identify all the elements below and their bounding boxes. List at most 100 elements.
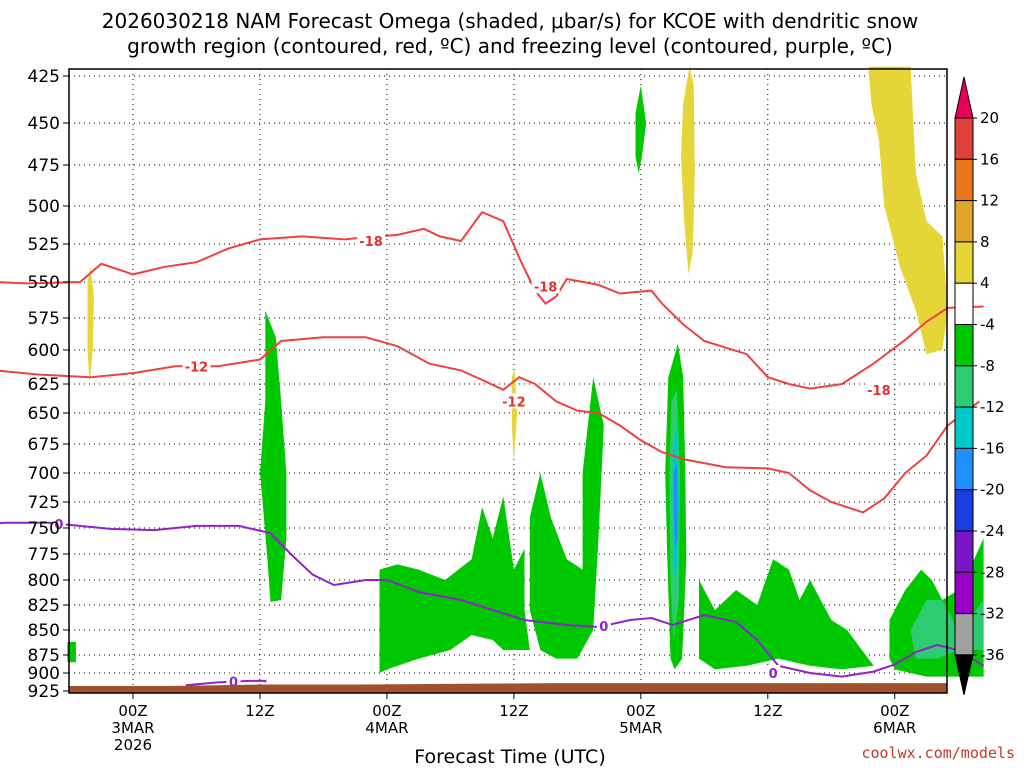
freezing-contour-label: 0	[229, 676, 238, 691]
colorbar-label: 20	[980, 109, 999, 127]
y-tick-label: 625	[28, 375, 60, 395]
freezing-contour-label: 0	[769, 667, 778, 682]
dgz-label-bg	[499, 393, 528, 409]
colorbar-bin	[954, 158, 974, 202]
colorbar-label: -32	[980, 605, 1005, 623]
omega-shading	[67, 66, 984, 677]
colorbar-label: -24	[980, 522, 1005, 540]
omega-region-ascent-core-5	[673, 461, 678, 549]
colorbar-label: 12	[980, 192, 999, 210]
plot-frame	[68, 68, 948, 694]
freezing-label-bg	[596, 618, 611, 633]
x-tick-label: 12Z	[753, 702, 782, 720]
y-tick-label: 825	[28, 596, 60, 616]
colorbar-bin	[954, 282, 974, 326]
dgz-contour-line	[0, 336, 981, 514]
x-tick-label: 00Z	[118, 702, 147, 720]
x-tick-label: 12Z	[245, 702, 274, 720]
x-tick-label: 4MAR	[365, 719, 408, 737]
chart-title-line-2: growth region (contoured, red, ºC) and f…	[127, 34, 893, 58]
y-tick-label: 900	[28, 664, 60, 684]
omega-region-descent-b	[511, 370, 518, 462]
terrain-fill	[69, 683, 947, 693]
x-tick-label: 00Z	[372, 702, 401, 720]
x-tick-label: 12Z	[499, 702, 528, 720]
dgz-contour-line	[0, 210, 984, 390]
dgz-contours: -18 -18 -12 -12 -18	[0, 210, 984, 514]
y-tick-label: 725	[28, 493, 60, 513]
dgz-contour-label: -18	[867, 384, 891, 399]
y-tick-label: 850	[28, 621, 60, 641]
colorbar-bin	[954, 613, 974, 656]
colorbar-label: -4	[980, 316, 995, 334]
x-tick-label: 6MAR	[873, 719, 916, 737]
dgz-label-bg	[357, 232, 386, 248]
colorbar-label: -16	[980, 439, 1005, 457]
dgz-contour-label: -12	[502, 395, 526, 410]
colorbar-bin	[954, 241, 974, 284]
colorbar-bin	[954, 571, 974, 615]
omega-region-ascent-small-2	[635, 85, 647, 174]
colorbar-bin	[954, 489, 974, 532]
omega-region-descent-a	[87, 266, 94, 384]
colorbar-label: -12	[980, 398, 1005, 416]
omega-region-ascent-band-c	[529, 377, 604, 659]
y-tick-label: 675	[28, 435, 60, 455]
omega-region-descent-d	[868, 66, 948, 355]
colorbar-bin	[954, 406, 974, 449]
y-tick-label: 500	[28, 197, 60, 217]
x-tick-label: 5MAR	[619, 719, 662, 737]
freezing-contours: 0 0 0 0	[0, 515, 985, 691]
y-tick-label: 875	[28, 646, 60, 666]
y-tick-label: 425	[28, 67, 60, 87]
dgz-label-bg	[864, 381, 893, 397]
freezing-contour-line	[185, 679, 267, 687]
x-tick-label: 00Z	[880, 702, 909, 720]
terrain	[69, 683, 947, 693]
y-tick-label: 775	[28, 545, 60, 565]
dgz-label-bg	[182, 358, 211, 374]
y-tick-label: 650	[28, 404, 60, 424]
colorbar-bin	[954, 447, 974, 491]
x-axis-label: Forecast Time (UTC)	[414, 746, 605, 768]
dgz-label-bg	[531, 278, 560, 294]
y-tick-label: 800	[28, 571, 60, 591]
y-tick-label: 450	[28, 114, 60, 134]
dgz-contour-label: -18	[534, 280, 558, 295]
dgz-contour-label: -12	[185, 360, 209, 375]
colorbar: 20 16 12 8 4 -4 -8 -12 -16 -20 -24 -28 -32 -36	[954, 76, 1005, 696]
dgz-contour-label: -18	[359, 235, 383, 250]
omega-region-ascent-band-a	[260, 310, 287, 602]
colorbar-bin	[954, 200, 974, 243]
omega-region-ascent-band-e	[699, 559, 874, 670]
chart-title-line-1: 2026030218 NAM Forecast Omega (shaded, μ…	[102, 9, 918, 33]
freezing-contour-line	[0, 521, 985, 678]
colorbar-label: -20	[980, 481, 1005, 499]
x-tick-label: 00Z	[626, 702, 655, 720]
colorbar-bin	[954, 324, 974, 367]
x-tick-label: 2026	[114, 736, 152, 754]
y-tick-label: 525	[28, 235, 60, 255]
y-axis: 425 450 475 500 525 550 575 600 625 650 675 700 725 7…	[28, 67, 69, 702]
x-tick-label: 3MAR	[111, 719, 154, 737]
y-tick-label: 600	[28, 341, 60, 361]
freezing-label-bg	[226, 673, 241, 689]
colorbar-label: 8	[980, 233, 990, 251]
y-tick-label: 925	[28, 682, 60, 702]
colorbar-bin	[954, 365, 974, 408]
colorbar-bottom-arrow	[954, 654, 974, 696]
colorbar-label: -28	[980, 563, 1005, 581]
colorbar-label: 4	[980, 274, 990, 292]
y-tick-label: 550	[28, 273, 60, 293]
colorbar-top-arrow	[954, 76, 974, 119]
colorbar-bin	[954, 530, 974, 573]
y-tick-label: 700	[28, 464, 60, 484]
colorbar-bin	[954, 117, 974, 160]
y-tick-label: 575	[28, 309, 60, 329]
freezing-contour-label: 0	[54, 518, 63, 533]
omega-region-ascent-band-b	[379, 496, 530, 673]
omega-region-descent-c	[681, 66, 695, 275]
colorbar-label: -8	[980, 357, 995, 375]
